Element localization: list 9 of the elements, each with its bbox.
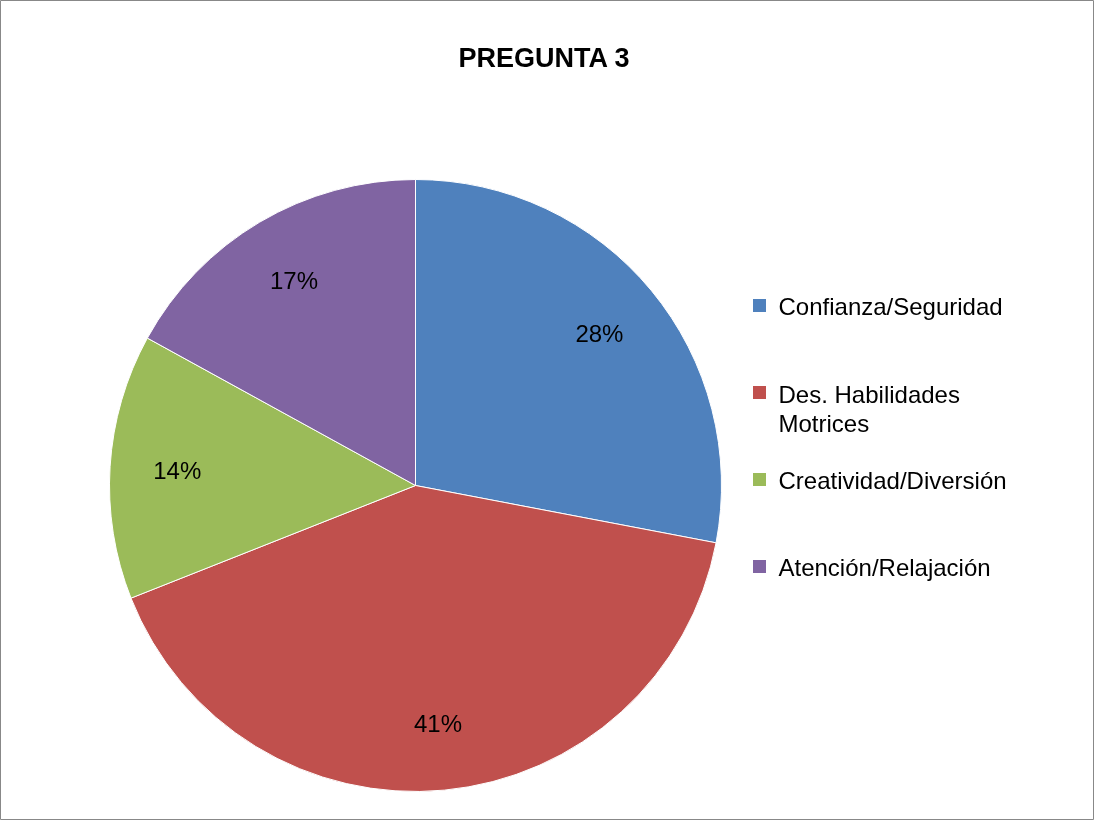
data-label: 28% bbox=[575, 319, 624, 347]
legend-label: Confianza/Seguridad bbox=[778, 293, 1003, 320]
data-label: 14% bbox=[153, 457, 202, 485]
data-label: 17% bbox=[269, 266, 319, 294]
chart-title: PREGUNTA 3 bbox=[458, 42, 630, 73]
legend-label: Des. Habilidades Motrices bbox=[778, 380, 960, 438]
data-label: 41% bbox=[413, 709, 462, 737]
legend-label: Creatividad/Diversión bbox=[778, 467, 1007, 494]
legend-label: Atención/Relajación bbox=[778, 554, 991, 581]
